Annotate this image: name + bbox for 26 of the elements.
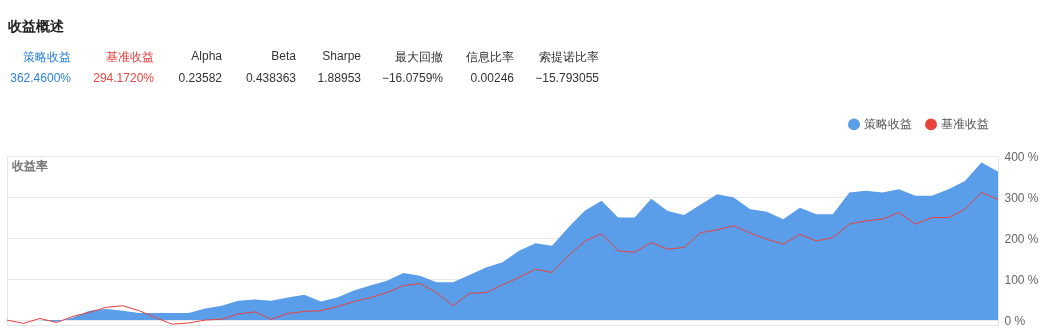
text: 索提诺比率 <box>539 49 599 66</box>
text: 1.88953 <box>317 71 361 85</box>
text: 策略收益 <box>23 49 71 66</box>
text: 信息比率 <box>466 49 514 66</box>
legend-label: 策略收益 <box>864 117 912 132</box>
text: Sharpe <box>322 49 361 63</box>
y-tick-label: 200 % <box>1004 231 1039 246</box>
text: 362.4600% <box>10 71 71 85</box>
text: 294.1720% <box>93 71 154 85</box>
text: 0.23582 <box>178 71 222 85</box>
text: Beta <box>271 49 296 63</box>
text: Alpha <box>191 49 222 63</box>
legend-label: 基准收益 <box>941 117 989 132</box>
y-tick-label: 300 % <box>1004 190 1039 205</box>
y-tick-label: 100 % <box>1004 272 1039 287</box>
text: 基准收益 <box>106 49 154 66</box>
line-series <box>6 192 999 325</box>
text: 收益概述 <box>8 18 64 36</box>
y-axis-title: 收益率 <box>11 158 48 173</box>
y-tick-label: 400 % <box>1004 149 1039 164</box>
text: −15.793055 <box>535 71 599 85</box>
text: 0.00246 <box>470 71 514 85</box>
text: 0.438363 <box>245 71 296 85</box>
text: 最大回撤 <box>395 49 443 66</box>
y-tick-label: 0 % <box>1004 313 1026 328</box>
text: −16.0759% <box>381 71 443 85</box>
